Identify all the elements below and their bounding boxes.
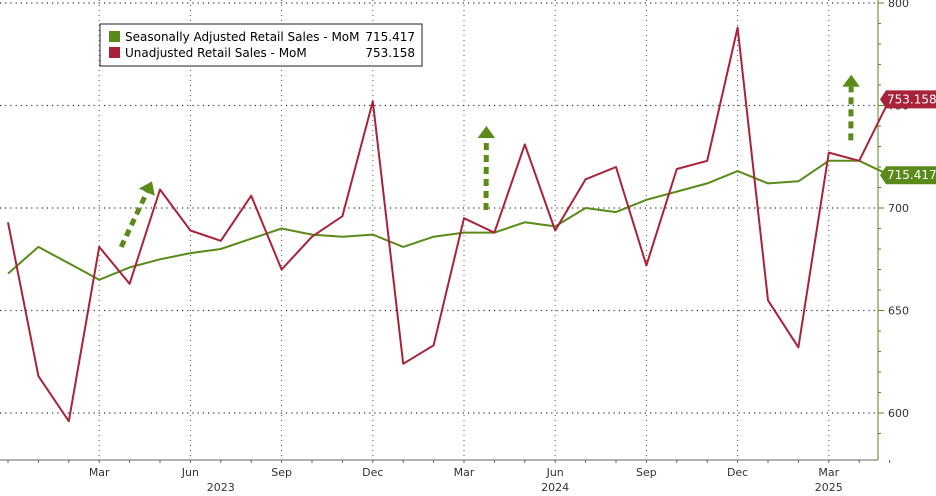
legend-swatch-unadjusted xyxy=(109,47,120,58)
legend-swatch-seasonally-adjusted xyxy=(109,31,120,42)
legend-label-unadjusted: Unadjusted Retail Sales - MoM xyxy=(125,46,307,60)
series-line-unadjusted xyxy=(7,26,891,423)
annotation-arrow-shaft xyxy=(118,191,150,249)
end-value-labels: 715.417 753.158 xyxy=(880,90,936,185)
annotation-arrow-head xyxy=(138,181,155,196)
legend-value-seasonally-adjusted: 715.417 xyxy=(365,30,415,44)
legend-box xyxy=(99,23,423,67)
x-tick-label: Sep xyxy=(636,466,657,479)
y-tick-label: 600 xyxy=(888,407,909,420)
x-tick-label: Mar xyxy=(818,466,839,479)
x-tick-label: Dec xyxy=(362,466,383,479)
legend-label-seasonally-adjusted: Seasonally Adjusted Retail Sales - MoM xyxy=(125,30,360,44)
x-year-label: 2023 xyxy=(207,481,235,494)
x-tick-label: Jun xyxy=(546,466,564,479)
end-label-value: 715.417 xyxy=(887,168,936,182)
y-axis: 800750700650600 xyxy=(877,0,909,460)
series-line-seasonally-adjusted xyxy=(7,159,891,281)
x-year-label: 2025 xyxy=(815,481,843,494)
x-axis: Mar Jun Sep Dec Mar Jun Sep Dec Mar 2023 2024 2025 xyxy=(0,459,891,494)
y-tick-label: 800 xyxy=(888,0,909,10)
end-label-bg xyxy=(880,90,936,109)
annotation-arrows xyxy=(118,74,860,249)
grid xyxy=(0,0,878,460)
y-tick-label: 650 xyxy=(888,305,909,318)
legend-value-unadjusted: 753.158 xyxy=(365,46,415,60)
end-label-unadjusted: 753.158 xyxy=(880,90,936,109)
annotation-arrow-head xyxy=(477,126,496,139)
end-label-bg xyxy=(880,166,936,185)
end-label-value: 753.158 xyxy=(887,92,936,106)
y-tick-label: 700 xyxy=(888,202,909,215)
annotation-arrow-head xyxy=(842,74,860,87)
x-tick-label: Mar xyxy=(454,466,475,479)
x-year-label: 2024 xyxy=(541,481,569,494)
series-lines xyxy=(7,26,891,423)
x-tick-label: Mar xyxy=(89,466,110,479)
legend: Seasonally Adjusted Retail Sales - MoM 7… xyxy=(99,23,423,67)
end-label-seasonally-adjusted: 715.417 xyxy=(880,166,936,185)
x-tick-label: Sep xyxy=(271,466,292,479)
x-tick-label: Dec xyxy=(727,466,748,479)
x-tick-label: Jun xyxy=(181,466,199,479)
